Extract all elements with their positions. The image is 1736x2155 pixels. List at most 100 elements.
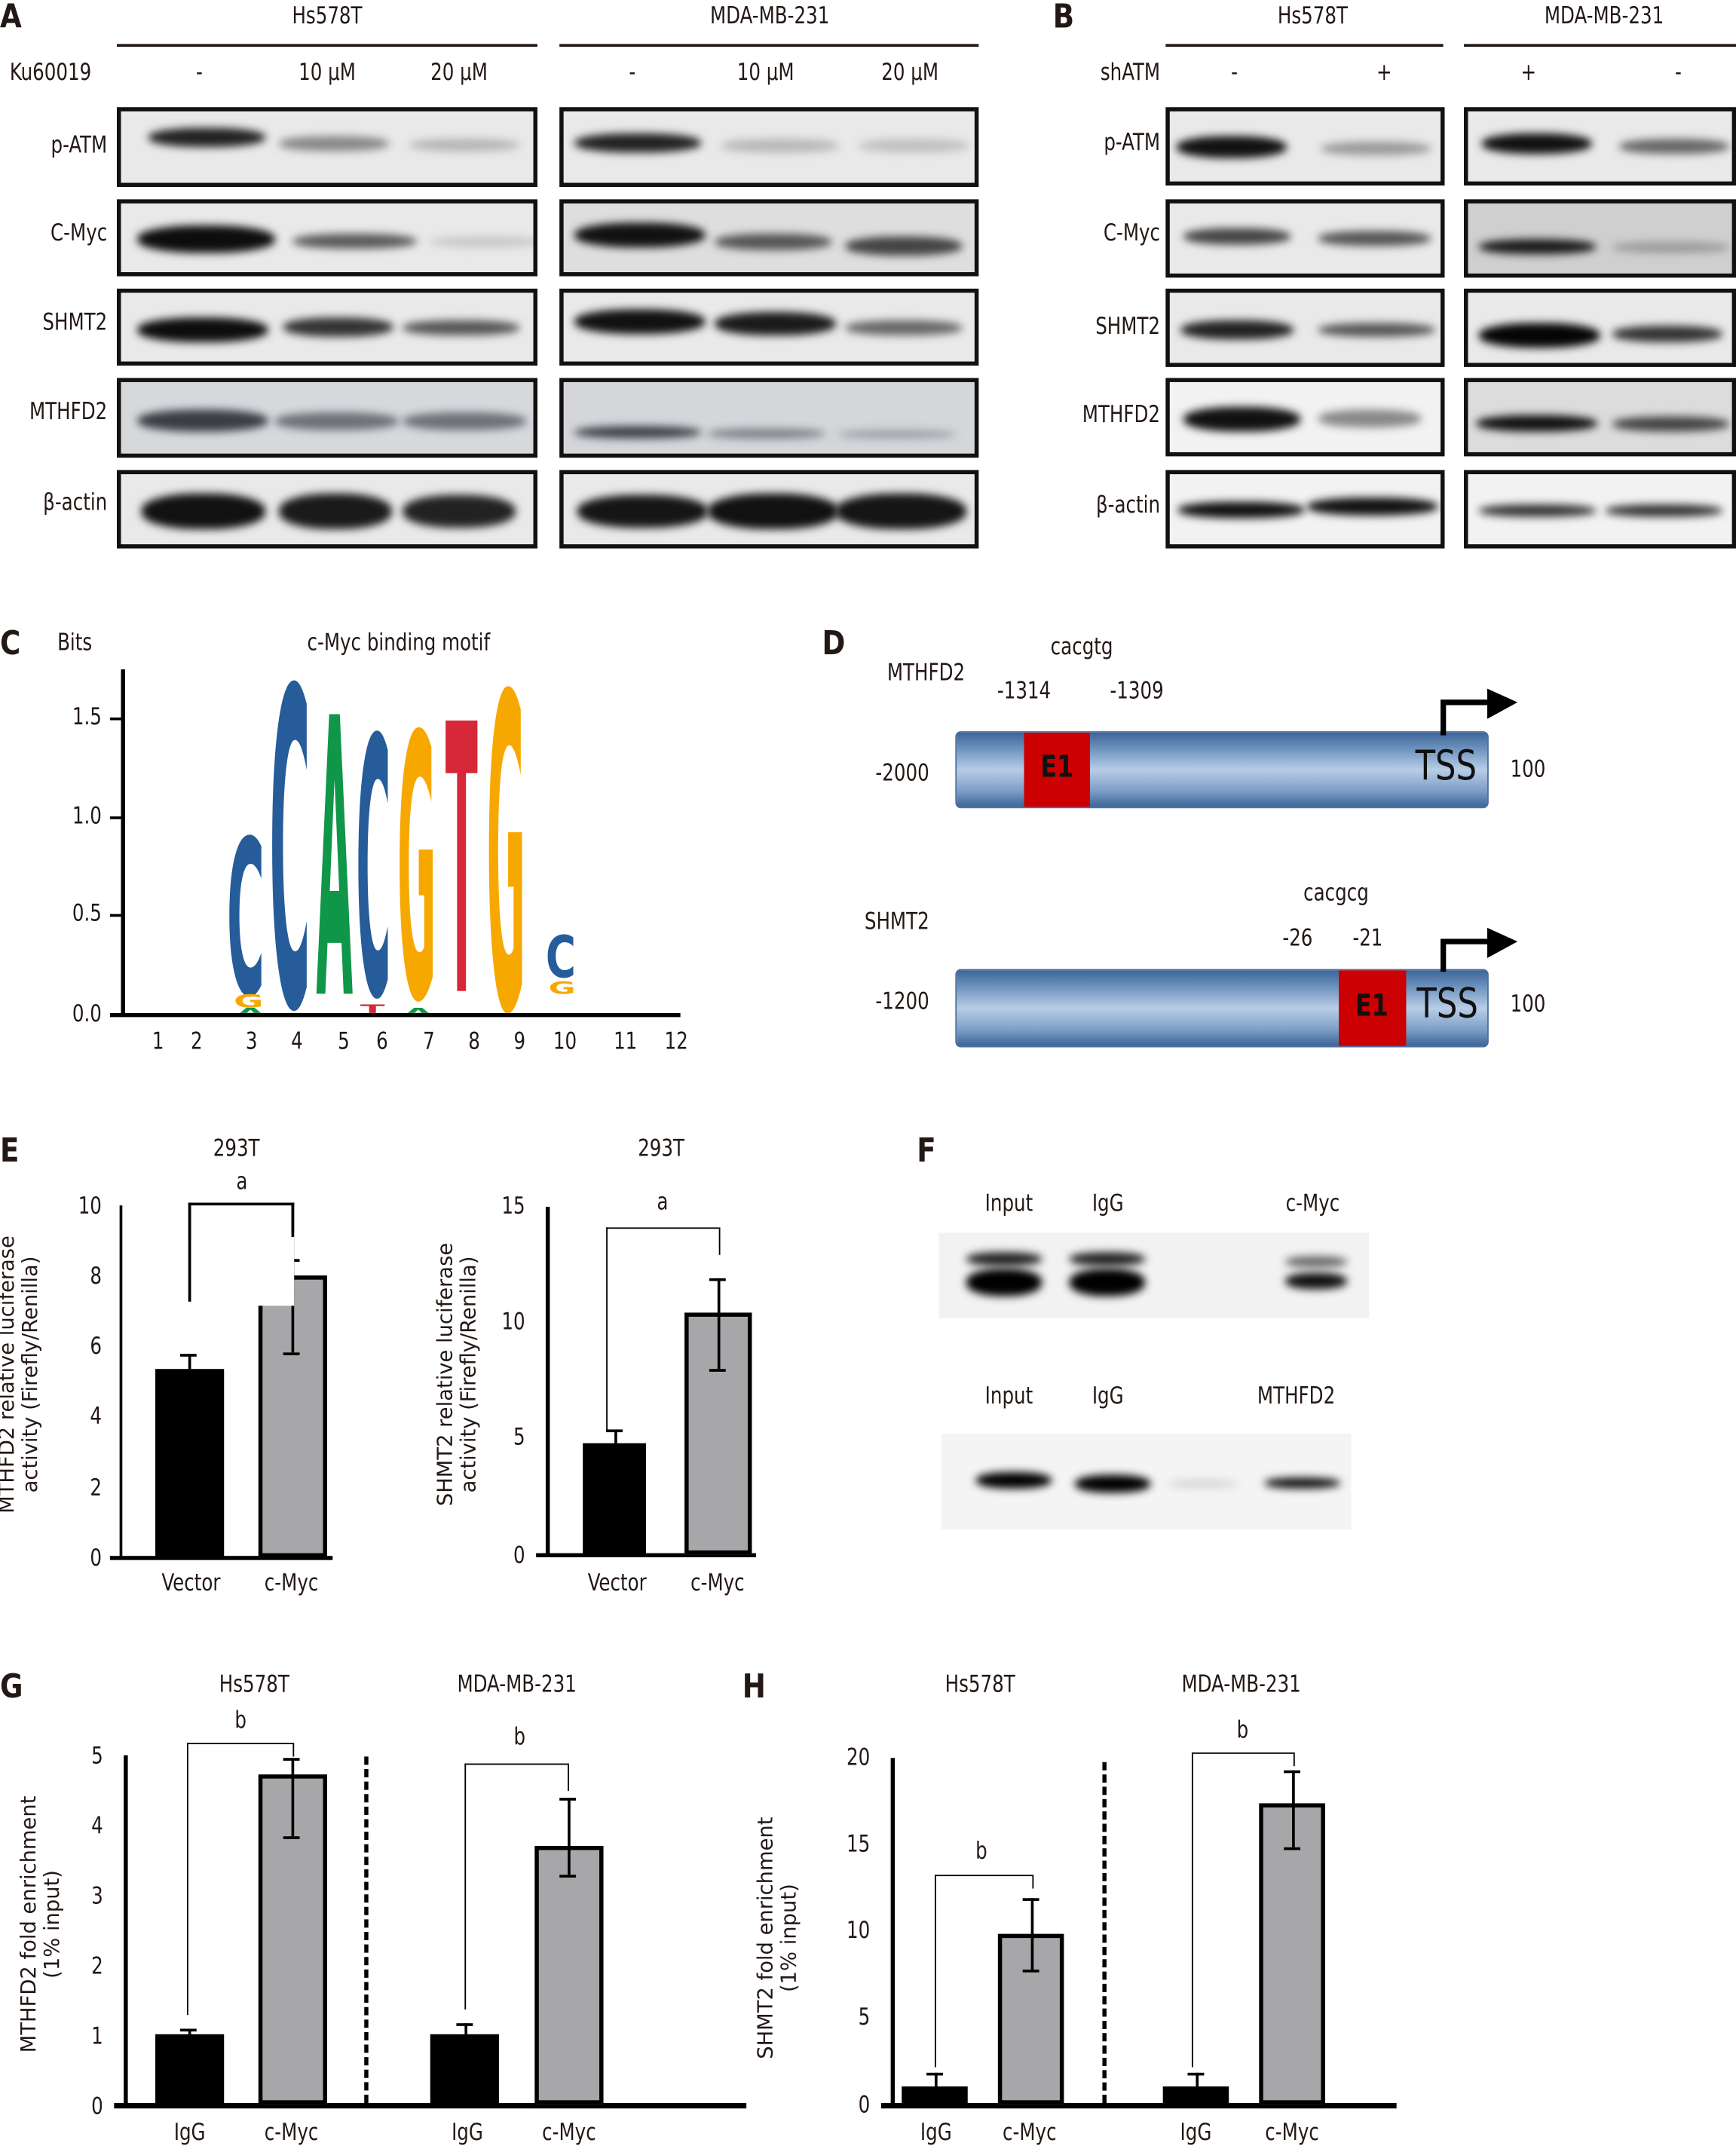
- error-bar: [568, 1798, 570, 1875]
- error-cap: [1187, 2072, 1205, 2075]
- bracket-right: [568, 1763, 569, 1792]
- condition-label: +: [1376, 59, 1392, 87]
- blot-shmt2-mda-b: [1464, 288, 1736, 367]
- row-label-mthfd2: MTHFD2: [29, 398, 108, 427]
- x-tick-label: 2: [190, 1027, 203, 1056]
- svg-text:A: A: [237, 1006, 265, 1013]
- blot-p-atm-hs578t: [116, 107, 537, 187]
- e-box-label: E1: [1040, 750, 1074, 785]
- motif-sequence: cacgtg: [1050, 633, 1113, 662]
- condition-label: 10 μM: [299, 59, 356, 87]
- y-axis-label: MTHFD2 fold enrichment (1% input): [16, 1795, 65, 2053]
- x-tick-label: c-Myc: [1003, 2119, 1057, 2147]
- lane-label: IgG: [1092, 1190, 1124, 1218]
- cell-line-hs578t: Hs578T: [1277, 2, 1348, 31]
- blot-beta-actin-mda: [559, 470, 979, 549]
- y-tick-label: 0: [513, 1541, 525, 1570]
- bracket-top: [464, 1763, 568, 1765]
- promoter-end: 100: [1510, 990, 1546, 1019]
- bracket-top: [1191, 1752, 1294, 1754]
- motif-start: -26: [1282, 925, 1313, 953]
- error-bar: [464, 2023, 467, 2034]
- row-label-c-myc: C-Myc: [1103, 219, 1161, 248]
- y-axis-label: SHMT2 relative luciferase activity (Fire…: [432, 1242, 482, 1507]
- y-tick-label: 5: [858, 2003, 871, 2032]
- svg-text:G: G: [487, 669, 526, 1013]
- y-tick-label: 1.5: [72, 703, 102, 732]
- error-cap: [283, 1836, 300, 1838]
- bracket-top: [186, 1743, 293, 1745]
- error-bar: [188, 2028, 191, 2034]
- blot-beta-actin-hs578t: [116, 470, 537, 549]
- row-label-shmt2: SHMT2: [1095, 313, 1161, 341]
- treatment-label: Ku60019: [9, 59, 92, 87]
- significance-label: b: [234, 1707, 246, 1735]
- promoter-end: 100: [1510, 755, 1546, 784]
- error-bar: [717, 1278, 720, 1370]
- error-cap: [606, 1429, 623, 1432]
- x-tick-label: Vector: [587, 1569, 647, 1597]
- x-tick-label: 9: [513, 1027, 526, 1056]
- tss-arrow-icon: [1441, 688, 1518, 736]
- bar-igg: [1162, 2086, 1229, 2104]
- error-bar: [291, 1758, 294, 1837]
- cell-line-hs578t: Hs578T: [292, 2, 363, 31]
- blot-beta-actin-mda-b: [1464, 470, 1736, 549]
- group-divider: [1102, 1762, 1107, 2103]
- error-bar: [934, 2072, 937, 2087]
- blot-p-atm-mda: [559, 107, 979, 187]
- blot-p-atm-hs578t-b: [1165, 107, 1445, 186]
- y-axis: [119, 1205, 123, 1558]
- y-tick-label: 8: [90, 1263, 102, 1291]
- chart-title: 293T: [638, 1135, 685, 1163]
- tss-label: TSS: [1415, 742, 1477, 791]
- bar-vector: [155, 1369, 225, 1558]
- x-tick-label: c-Myc: [690, 1569, 745, 1597]
- chart-title: 293T: [213, 1135, 260, 1163]
- group-title: Hs578T: [945, 1671, 1015, 1699]
- bracket-left: [1191, 1752, 1193, 2068]
- blot-c-myc-mda-b: [1464, 199, 1736, 278]
- y-tick-label: 0: [90, 1544, 102, 1573]
- error-cap: [709, 1278, 726, 1281]
- panel-label-g: G: [0, 1667, 23, 1706]
- promoter-start: -1200: [875, 988, 929, 1016]
- svg-text:T: T: [360, 1003, 386, 1013]
- y-tick-label: 10: [501, 1308, 525, 1336]
- motif-end: -21: [1352, 925, 1383, 953]
- y-tick-label: 6: [90, 1333, 102, 1361]
- y-tick-label: 20: [847, 1744, 871, 1772]
- bracket-right: [1293, 1752, 1295, 1767]
- condition-label: 20 μM: [881, 59, 939, 87]
- condition-label: +: [1520, 59, 1537, 87]
- x-tick-label: IgG: [1180, 2119, 1212, 2147]
- y-tick-label: 2: [90, 1474, 102, 1503]
- row-label-beta-actin: β-actin: [1095, 491, 1161, 520]
- x-tick-label: c-Myc: [264, 2119, 319, 2147]
- motif-end: -1309: [1110, 677, 1164, 706]
- y-tick-label: 5: [91, 1743, 103, 1771]
- blot-mthfd2-hs578t-b: [1165, 378, 1445, 457]
- x-tick-label: c-Myc: [264, 1569, 319, 1597]
- blot-beta-actin-hs578t-b: [1165, 470, 1445, 549]
- motif-start: -1314: [997, 677, 1052, 706]
- y-axis: [545, 1207, 550, 1557]
- panel-label-a: A: [0, 0, 22, 36]
- y-tick-label: 0: [858, 2092, 871, 2120]
- y-tick-label: 5: [513, 1424, 525, 1452]
- error-bar: [614, 1429, 617, 1443]
- bar-vector: [583, 1443, 647, 1555]
- bar-c-myc: [1259, 1803, 1325, 2104]
- y-axis-label: MTHFD2 relative luciferase activity (Fir…: [0, 1235, 43, 1514]
- significance-label: b: [975, 1838, 987, 1866]
- error-bar: [1292, 1770, 1294, 1847]
- blot-c-myc-hs578t-b: [1165, 199, 1445, 278]
- y-axis: [121, 669, 125, 1016]
- panel-label-f: F: [917, 1131, 936, 1170]
- x-axis: [109, 1012, 681, 1018]
- promoter-start: -2000: [875, 760, 929, 788]
- group-line: [116, 44, 537, 47]
- svg-text:G: G: [234, 990, 264, 1012]
- x-tick-label: 11: [614, 1027, 638, 1056]
- error-cap: [1022, 1898, 1039, 1900]
